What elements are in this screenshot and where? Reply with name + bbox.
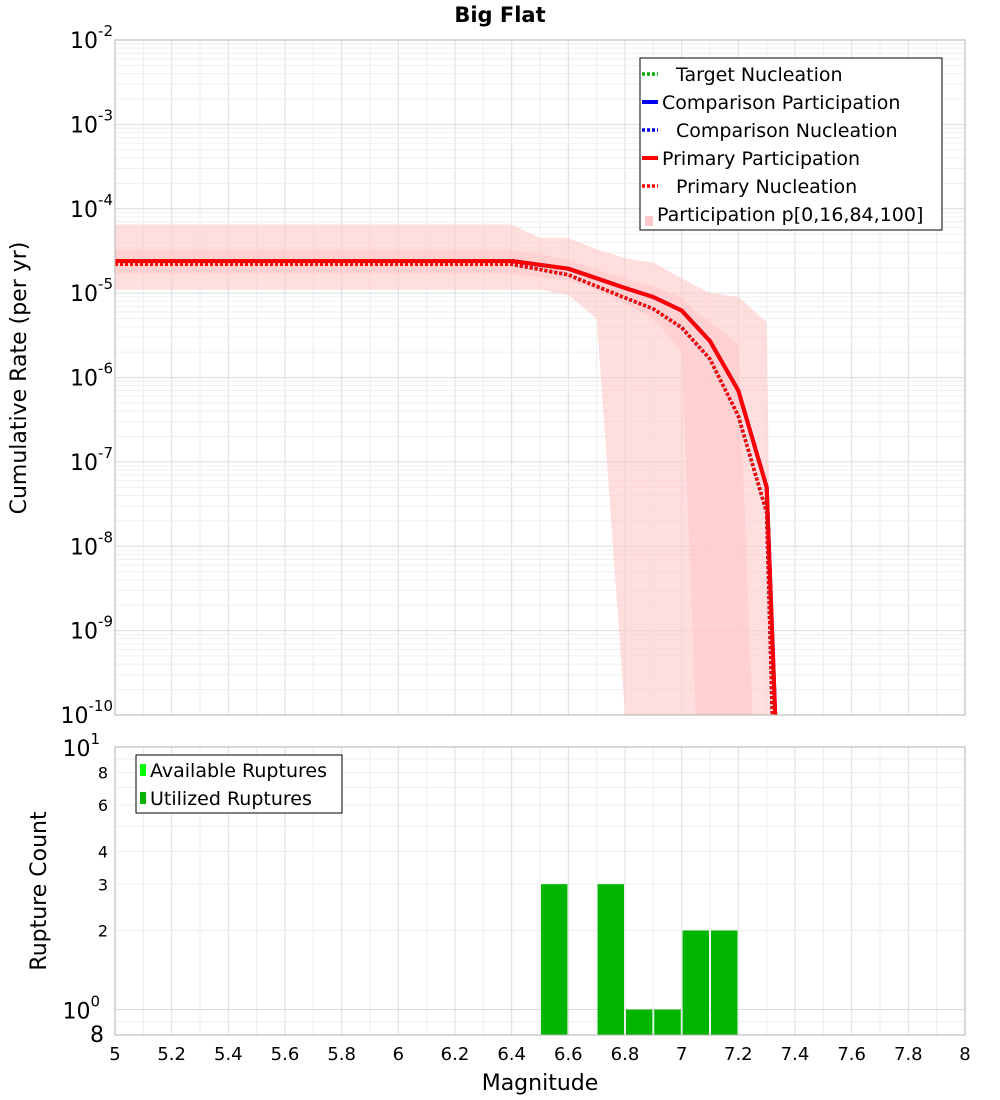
legend-label: Available Ruptures — [150, 760, 327, 782]
legend-swatch — [645, 216, 653, 226]
x-tick-label: 6.2 — [441, 1044, 470, 1065]
y-tick-label: 4 — [98, 842, 108, 861]
x-tick-label: 6 — [393, 1044, 404, 1065]
legend-label: Target Nucleation — [675, 64, 843, 86]
x-tick-label: 7 — [676, 1044, 687, 1065]
bar — [541, 884, 568, 1035]
x-tick-labels: 5 5.2 5.4 5.6 5.8 6 6.2 6.4 6.6 6.8 7 7.2 7.4 7.6 7.8 8 — [109, 1044, 970, 1065]
legend-swatch — [140, 764, 146, 776]
y-tick-label: 2 — [98, 922, 108, 941]
legend-box — [135, 754, 343, 814]
x-tick-label: 5.4 — [214, 1044, 243, 1065]
y-tick-label: 10-2 — [70, 22, 113, 54]
x-tick-label: 6.6 — [554, 1044, 583, 1065]
band-outer — [115, 224, 773, 715]
bar — [711, 930, 738, 1035]
y-tick-label: 10-7 — [70, 444, 113, 476]
y-tick-label: 10-3 — [70, 106, 113, 138]
bar — [682, 930, 709, 1035]
x-tick-label: 6.4 — [497, 1044, 526, 1065]
y-tick-label: 6 — [98, 796, 108, 815]
bar — [626, 1009, 653, 1035]
y-tick-label: 10-6 — [70, 360, 113, 392]
legend-label: Comparison Participation — [662, 92, 900, 114]
legend-swatch — [140, 792, 146, 804]
x-tick-label: 8 — [959, 1044, 970, 1065]
x-tick-label: 7.2 — [724, 1044, 753, 1065]
bar — [597, 884, 624, 1035]
top-legend: Target Nucleation Comparison Participatio… — [639, 57, 943, 231]
series-line — [115, 259, 778, 716]
x-tick-label: 5 — [109, 1044, 120, 1065]
top-y-axis-label: Cumulative Rate (per yr) — [7, 242, 32, 515]
y-tick-label: 3 — [98, 875, 108, 894]
x-tick-label: 7.8 — [894, 1044, 923, 1065]
x-axis-label: Magnitude — [482, 1071, 599, 1096]
bar — [654, 1009, 681, 1035]
x-tick-label: 5.8 — [327, 1044, 356, 1065]
series-lines — [115, 259, 778, 716]
bottom-y-axis-label: Rupture Count — [27, 811, 52, 971]
y-tick-label: 100 — [62, 993, 100, 1025]
y-tick-label: 10-9 — [70, 613, 113, 645]
x-tick-label: 5.6 — [271, 1044, 300, 1065]
top-panel: 10-10 10-9 10-8 10-7 10-6 10-5 10-4 10-3 10-2 Cu… — [7, 22, 966, 729]
x-tick-label: 7.6 — [837, 1044, 866, 1065]
legend-label: Primary Nucleation — [676, 176, 857, 198]
x-tick-label: 7.4 — [781, 1044, 810, 1065]
legend-label: Utilized Ruptures — [150, 788, 312, 810]
legend-label: Primary Participation — [662, 148, 860, 170]
top-y-tick-labels: 10-10 10-9 10-8 10-7 10-6 10-5 10-4 10-3 10-2 — [61, 22, 114, 729]
y-tick-label: 101 — [62, 730, 100, 762]
legend-label: Participation p[0,16,84,100] — [657, 204, 923, 226]
chart-title: Big Flat — [454, 3, 545, 27]
y-tick-label: 10-4 — [70, 191, 113, 223]
participation-bands — [115, 224, 773, 715]
x-tick-label: 6.8 — [611, 1044, 640, 1065]
rupture-bars — [541, 884, 738, 1035]
series-line — [115, 262, 775, 716]
y-tick-label: 10-10 — [61, 697, 114, 729]
y-tick-label: 10-5 — [70, 275, 113, 307]
y-tick-label: 10-8 — [70, 528, 113, 560]
top-plot-border — [114, 39, 966, 716]
y-tick-label: 8 — [90, 1023, 104, 1048]
bottom-plot-border — [114, 746, 966, 1036]
legend-label: Comparison Nucleation — [676, 120, 898, 142]
y-tick-label: 8 — [98, 763, 108, 782]
legend-box — [639, 57, 943, 231]
x-tick-label: 5.2 — [157, 1044, 186, 1065]
bottom-legend: Available Ruptures Utilized Ruptures — [135, 754, 343, 814]
